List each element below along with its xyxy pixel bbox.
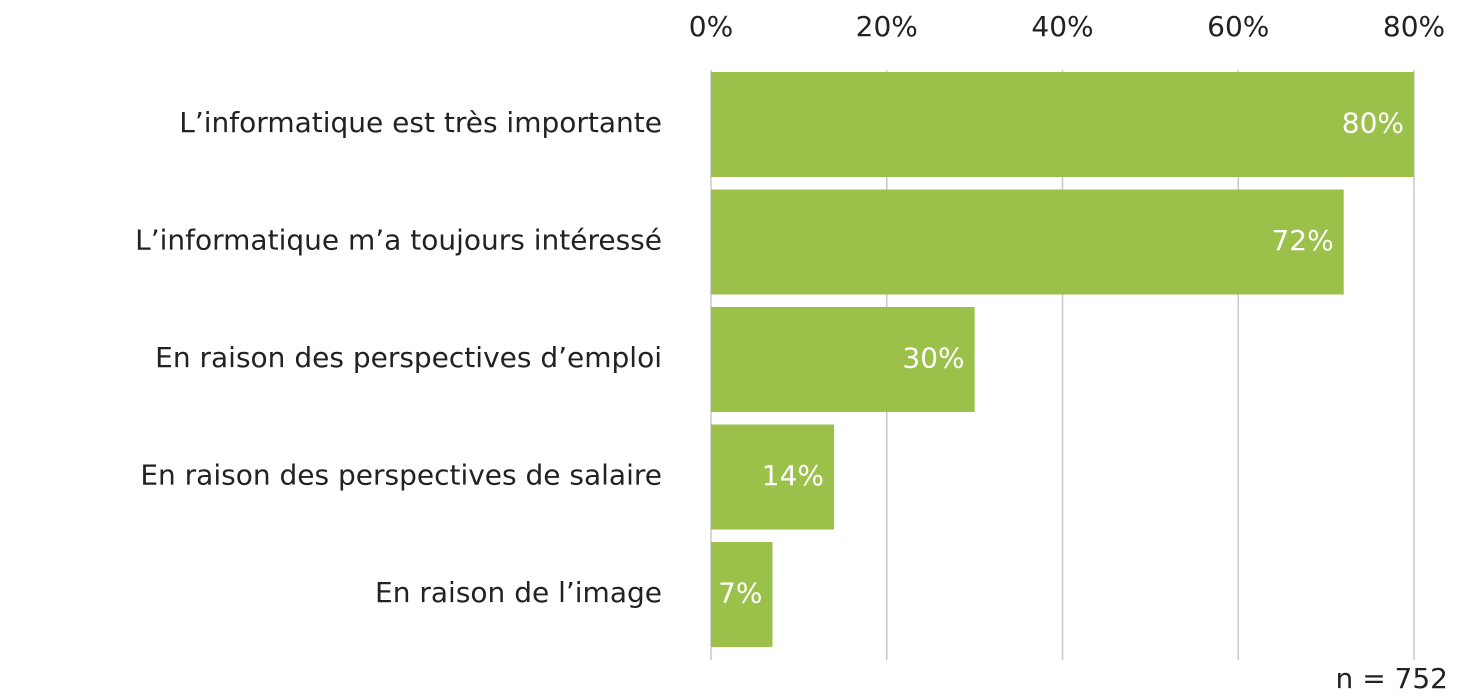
bar xyxy=(711,542,773,647)
y-tick-label: L’informatique m’a toujours intéressé xyxy=(135,224,662,257)
bar xyxy=(711,72,1414,177)
x-tick-label: 60% xyxy=(1207,10,1269,43)
y-tick-label: En raison de l’image xyxy=(375,576,662,609)
data-label: 7% xyxy=(718,577,762,610)
annotation: n = 752 xyxy=(1336,662,1448,695)
bar xyxy=(711,189,1344,295)
data-label: 14% xyxy=(762,459,824,492)
x-tick-label: 80% xyxy=(1383,10,1445,43)
y-tick-label: En raison des perspectives d’emploi xyxy=(155,341,662,374)
bar xyxy=(711,307,975,412)
data-label: 72% xyxy=(1271,224,1333,257)
bar xyxy=(711,424,835,530)
y-tick-label: En raison des perspectives de salaire xyxy=(140,459,662,492)
x-tick-label: 0% xyxy=(689,10,733,43)
y-tick-label: L’informatique est très importante xyxy=(179,106,662,139)
x-tick-label: 20% xyxy=(856,10,918,43)
data-label: 80% xyxy=(1342,107,1404,140)
x-tick-label: 40% xyxy=(1031,10,1093,43)
data-label: 30% xyxy=(902,342,964,375)
